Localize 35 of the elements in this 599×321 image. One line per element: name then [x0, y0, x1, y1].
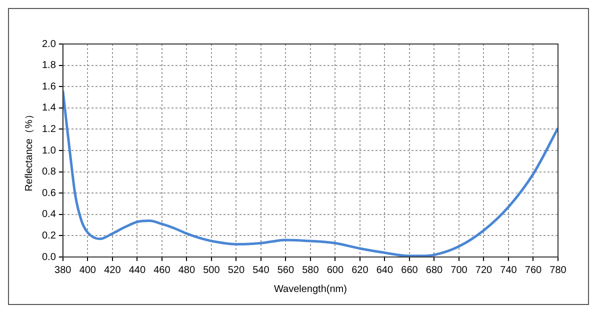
y-tick-label: 1.2	[42, 124, 56, 135]
x-tick-label: 380	[54, 264, 72, 276]
y-tick-label: 1.8	[42, 60, 56, 72]
y-axis-title: Reflectance（%）	[24, 110, 35, 192]
y-tick-label: 0.2	[42, 230, 56, 242]
x-tick-label: 420	[104, 264, 122, 276]
y-tick-label: 1.0	[42, 145, 56, 156]
y-tick-label: 0.6	[42, 188, 56, 199]
x-tick-label: 560	[277, 264, 294, 276]
x-tick-label: 660	[401, 264, 418, 276]
x-tick-label: 620	[352, 264, 369, 276]
x-axis-title: Wavelength(nm)	[274, 284, 347, 295]
y-tick-label: 0.0	[42, 252, 56, 263]
x-tick-label: 400	[79, 264, 96, 276]
x-tick-label: 760	[524, 264, 542, 276]
x-tick-label: 700	[450, 264, 468, 276]
line-series	[62, 90, 558, 257]
x-tick-label: 540	[252, 264, 270, 276]
x-tick-label: 720	[475, 264, 493, 276]
x-tick-label: 580	[302, 264, 320, 276]
x-tick-label: 780	[550, 264, 567, 276]
x-tick-label: 440	[128, 264, 146, 276]
y-tick-label: 1.6	[42, 81, 56, 92]
x-tick-label: 460	[154, 264, 171, 276]
x-tick-label: 640	[376, 264, 394, 276]
x-tick-label: 500	[203, 264, 220, 276]
x-tick-label: 740	[500, 264, 518, 276]
y-tick-label: 0.4	[42, 209, 56, 220]
x-tick-label: 600	[326, 264, 344, 276]
y-tick-label: 2.0	[42, 38, 56, 50]
x-tick-label: 480	[178, 264, 196, 276]
x-tick-label: 520	[228, 264, 245, 276]
y-tick-label: 1.4	[42, 102, 56, 114]
y-tick-label: 0.8	[42, 166, 56, 178]
x-tick-label: 680	[426, 264, 444, 276]
